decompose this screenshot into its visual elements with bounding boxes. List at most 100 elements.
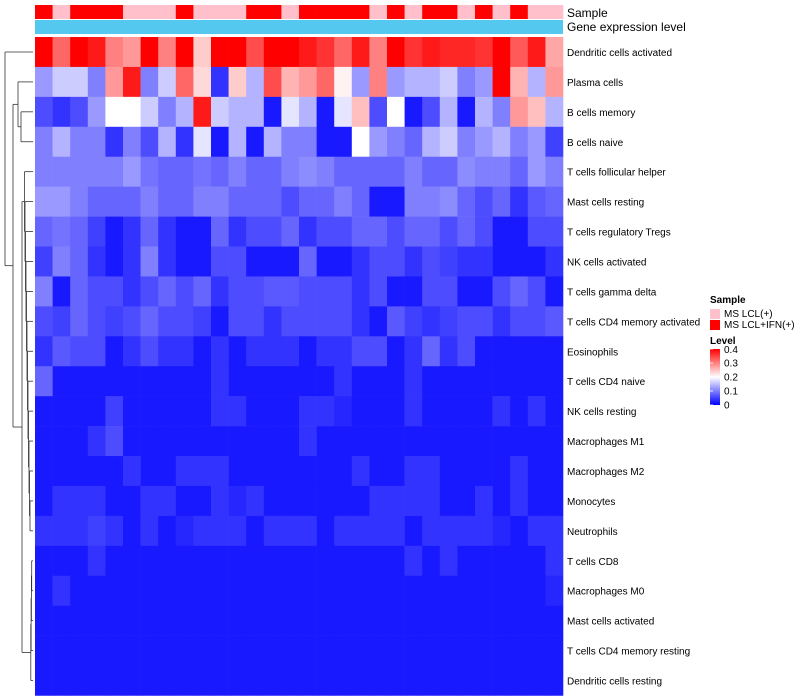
row-label: Mast cells activated (567, 617, 654, 628)
heatmap-cell (140, 575, 159, 606)
heatmap-cell (105, 545, 124, 577)
row-label: T cells CD4 memory resting (567, 647, 690, 658)
heatmap-cell (35, 37, 53, 68)
heatmap-cell (475, 336, 493, 367)
sample-annotation-cell (299, 5, 317, 19)
heatmap-cell (70, 246, 89, 277)
heatmap-cell (422, 426, 441, 457)
heatmap-cell (193, 336, 212, 367)
heatmap-cell (492, 635, 511, 666)
heatmap-cell (193, 186, 212, 217)
heatmap-cell (457, 336, 476, 367)
heatmap-cell (334, 156, 353, 187)
heatmap-cell (123, 276, 141, 307)
heatmap-cell (369, 545, 388, 577)
heatmap-cell (404, 246, 423, 277)
heatmap-cell (228, 366, 247, 397)
heatmap-cell (158, 306, 177, 337)
heatmap-cell (246, 276, 265, 307)
heatmap-cell (140, 396, 159, 427)
heatmap-cell (545, 66, 564, 98)
heatmap-cell (527, 396, 546, 427)
heatmap-cell (158, 246, 177, 277)
heatmap-cell (175, 37, 194, 68)
heatmap-cell (281, 156, 300, 187)
heatmap-cell (228, 66, 247, 98)
heatmap-cell (475, 37, 493, 68)
heatmap-cell (140, 515, 159, 547)
heatmap-cell (299, 336, 317, 367)
heatmap-cell (193, 246, 212, 277)
heatmap-cell (281, 96, 300, 128)
heatmap-cell (263, 485, 282, 517)
sample-annotation-cell (193, 5, 212, 19)
sample-annotation-cell (475, 5, 493, 19)
heatmap-cell (492, 456, 511, 487)
heatmap-cell (246, 37, 265, 68)
heatmap-cell (123, 665, 141, 696)
heatmap-cell (316, 66, 335, 98)
heatmap-cell (439, 485, 458, 517)
heatmap-cell (123, 515, 141, 547)
heatmap-cell (175, 186, 194, 217)
heatmap-cell (545, 366, 564, 397)
heatmap-cell (70, 456, 89, 487)
heatmap-cell (351, 605, 370, 636)
heatmap-cell (193, 366, 212, 397)
heatmap-cell (175, 276, 194, 307)
heatmap-cell (510, 186, 529, 217)
heatmap-cell (387, 306, 405, 337)
heatmap-cell (35, 426, 53, 457)
heatmap-cell (299, 485, 317, 517)
heatmap-cell (52, 246, 71, 277)
row-label: T cells regulatory Tregs (567, 228, 671, 239)
heatmap-cell (263, 605, 282, 636)
heatmap-cell (35, 575, 53, 606)
heatmap-cell (492, 575, 511, 606)
heatmap-cell (35, 665, 53, 696)
heatmap-cell (492, 246, 511, 277)
heatmap-cell (211, 575, 229, 606)
heatmap-cell (299, 246, 317, 277)
heatmap-cell (175, 485, 194, 517)
sample-annotation-cell (123, 5, 141, 19)
heatmap-cell (35, 336, 53, 367)
heatmap-cell (246, 545, 265, 577)
heatmap-cell (404, 426, 423, 457)
heatmap-cell (369, 66, 388, 98)
heatmap-cell (263, 276, 282, 307)
heatmap-cell (510, 426, 529, 457)
heatmap-cell (475, 276, 493, 307)
sample-legend-swatch-ms-lcl (710, 309, 720, 319)
heatmap-cell (545, 426, 564, 457)
heatmap-cell (87, 396, 106, 427)
heatmap-cell (263, 635, 282, 666)
heatmap-cell (140, 426, 159, 457)
heatmap-cell (228, 276, 247, 307)
heatmap-cell (281, 336, 300, 367)
row-label: Neutrophils (567, 527, 618, 538)
heatmap-cell (158, 126, 177, 158)
heatmap-cell (351, 66, 370, 98)
heatmap-cell (246, 246, 265, 277)
level-tick-label: 0.2 (724, 373, 738, 384)
heatmap-cell (299, 156, 317, 187)
heatmap-cell (35, 96, 53, 128)
sample-legend-swatch-ms-lcl-ifn (710, 320, 720, 330)
heatmap-cell (369, 96, 388, 128)
heatmap-cell (246, 515, 265, 547)
heatmap-cell (422, 306, 441, 337)
heatmap-cell (175, 66, 194, 98)
heatmap-cell (457, 396, 476, 427)
heatmap-cell (439, 515, 458, 547)
heatmap-cell (404, 366, 423, 397)
heatmap-cell (492, 276, 511, 307)
heatmap-cell (193, 635, 212, 666)
heatmap-cell (545, 515, 564, 547)
heatmap-cell (281, 126, 300, 158)
heatmap-cell (316, 366, 335, 397)
heatmap-cell (140, 545, 159, 577)
heatmap-cell (299, 306, 317, 337)
heatmap-cell (140, 366, 159, 397)
heatmap-cell (351, 575, 370, 606)
